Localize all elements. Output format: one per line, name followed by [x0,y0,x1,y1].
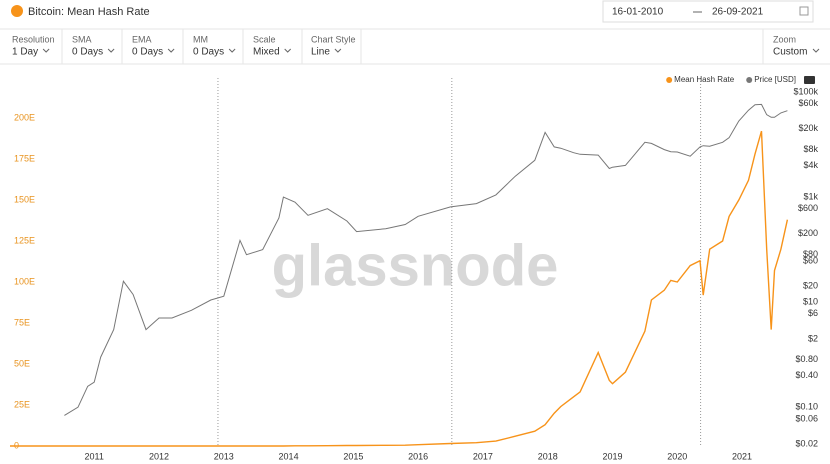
y-tick-label: 150E [14,194,35,204]
chevron [228,48,236,53]
y2-tick-label: $10 [803,297,818,307]
y2-tick-label: $60k [798,98,818,108]
y2-tick-label: $60 [803,256,818,266]
chevron [167,48,175,53]
y2-tick-label: $6 [808,308,818,318]
legend-label[interactable]: Price [USD] [754,75,796,84]
y2-tick-label: $8k [803,144,818,154]
x-tick-label: 2019 [602,451,622,461]
control-label: Resolution [12,34,55,44]
title: Bitcoin: Mean Hash Rate [28,6,150,18]
y-tick-label: 200E [14,112,35,122]
date-range[interactable] [602,0,814,23]
x-tick-label: 2021 [732,451,752,461]
y-tick-label: 25E [14,399,30,409]
control-label: Chart Style [311,34,356,44]
control-value[interactable]: 0 Days [132,47,163,58]
zoom-label: Zoom [773,34,796,44]
series-line [10,130,789,447]
x-tick-label: 2011 [85,451,104,461]
x-tick-label: 2017 [473,451,493,461]
chevron [42,48,50,53]
watermark: glassnode [272,233,559,298]
y-tick-label: 175E [14,153,35,163]
y-tick-label: 100E [14,276,35,286]
control-label: SMA [72,34,92,44]
y-tick-label: 50E [14,358,30,368]
legend-label[interactable]: Mean Hash Rate [674,75,735,84]
control-value[interactable]: 1 Day [12,47,38,58]
y2-tick-label: $1k [803,191,818,201]
y2-tick-label: $0.40 [795,370,818,380]
y2-tick-label: $0.06 [795,413,818,423]
x-tick-label: 2013 [214,451,234,461]
x-tick-label: 2016 [408,451,428,461]
chevron [284,48,292,53]
series-line [64,103,788,416]
control-value[interactable]: 0 Days [193,47,224,58]
camera-icon[interactable] [804,76,815,84]
calendar-icon[interactable] [799,6,809,16]
y2-tick-label: $100k [793,86,818,96]
y2-tick-label: $0.10 [795,402,818,412]
x-tick-label: 2014 [279,451,299,461]
legend-swatch [746,77,753,83]
x-tick-label: 2020 [667,451,687,461]
y2-tick-label: $0.02 [795,438,818,448]
y2-tick-label: $4k [803,160,818,170]
control-value[interactable]: 0 Days [72,47,103,58]
control-label: MM [193,34,208,44]
legend-swatch [666,77,673,83]
x-tick-label: 2012 [149,451,169,461]
y2-tick-label: $600 [798,203,818,213]
date-from[interactable]: 16-01-2010 [612,7,664,18]
y2-tick-label: $20k [798,123,818,133]
y2-tick-label: $2 [808,333,818,343]
x-tick-label: 2018 [538,451,558,461]
y-tick-label: 75E [14,317,30,327]
coin-icon [11,5,23,17]
y2-tick-label: $0.80 [795,354,818,364]
control-value[interactable]: Mixed [253,47,280,58]
y2-tick-label: $200 [798,228,818,238]
y2-tick-label: $80 [803,249,818,259]
control-label: Scale [253,34,276,44]
date-to[interactable]: 26-09-2021 [712,7,764,18]
chevron [107,48,115,53]
y-tick-label: 125E [14,235,35,245]
x-tick-label: 2015 [343,451,363,461]
control-label: EMA [132,34,152,44]
control-value[interactable]: Line [311,47,330,58]
y2-tick-label: $20 [803,281,818,291]
chevron [334,48,342,53]
chevron [812,48,820,53]
zoom-value[interactable]: Custom [773,47,807,58]
